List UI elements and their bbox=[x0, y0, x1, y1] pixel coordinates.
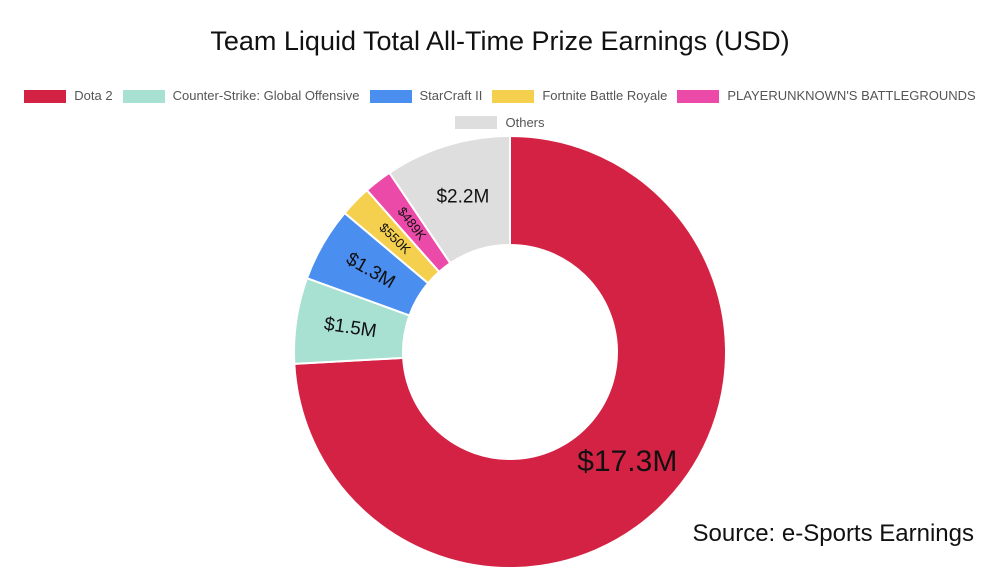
legend-swatch bbox=[677, 89, 720, 103]
source-note: Source: e-Sports Earnings bbox=[692, 520, 974, 547]
legend-item-dota-2[interactable]: Dota 2 bbox=[24, 84, 113, 108]
legend-swatch bbox=[492, 89, 535, 103]
legend-item-others[interactable]: Others bbox=[455, 111, 545, 135]
legend-item-starcraft-ii[interactable]: StarCraft II bbox=[369, 84, 483, 108]
legend-item-playerunknown-s-battlegrounds[interactable]: PLAYERUNKNOWN'S BATTLEGROUNDS bbox=[677, 84, 976, 108]
legend-swatch bbox=[24, 89, 67, 103]
slice-label-dota-2: $17.3M bbox=[577, 445, 677, 478]
legend-label: Fortnite Battle Royale bbox=[542, 88, 668, 103]
legend-item-counter-strike-global-offensive[interactable]: Counter-Strike: Global Offensive bbox=[122, 84, 360, 108]
legend-label: PLAYERUNKNOWN'S BATTLEGROUNDS bbox=[727, 88, 976, 103]
legend-label: Dota 2 bbox=[74, 88, 113, 103]
legend: Dota 2 Counter-Strike: Global Offensive St… bbox=[0, 84, 1000, 137]
legend-swatch bbox=[369, 89, 412, 103]
slice-label-others: $2.2M bbox=[436, 187, 489, 208]
legend-swatch bbox=[122, 89, 165, 103]
donut-slices bbox=[293, 134, 727, 569]
legend-item-fortnite-battle-royale[interactable]: Fortnite Battle Royale bbox=[492, 84, 667, 108]
slice-others[interactable] bbox=[388, 134, 511, 265]
legend-label: Counter-Strike: Global Offensive bbox=[172, 88, 360, 103]
legend-label: Others bbox=[505, 114, 545, 130]
legend-label: StarCraft II bbox=[419, 88, 483, 103]
slice-dota-2[interactable] bbox=[293, 134, 727, 569]
chart-title: Team Liquid Total All-Time Prize Earning… bbox=[210, 26, 790, 56]
legend-swatch bbox=[455, 116, 498, 129]
